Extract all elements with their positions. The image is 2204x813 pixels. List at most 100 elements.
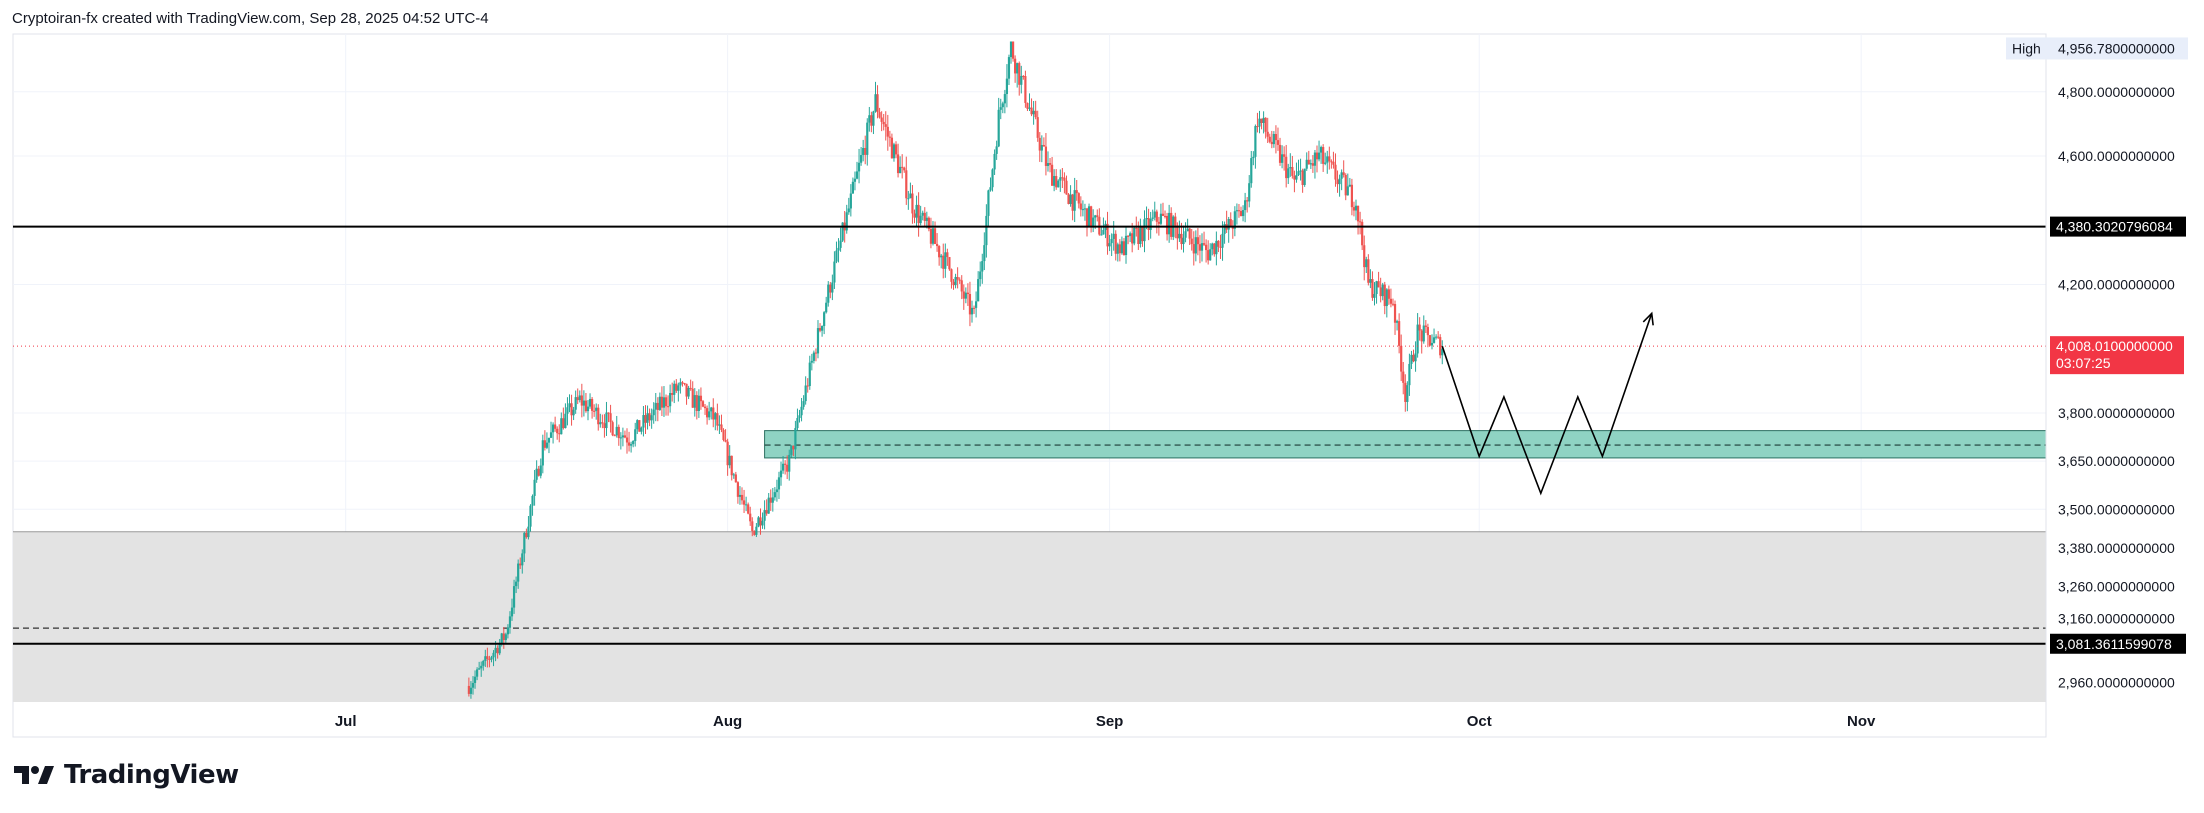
candle-body xyxy=(1122,241,1126,256)
candle-body xyxy=(837,247,840,251)
candle-body xyxy=(874,94,877,112)
candle-body xyxy=(703,406,707,409)
candle-body xyxy=(1426,327,1429,336)
candle-body xyxy=(492,652,495,658)
candle-body xyxy=(925,217,928,221)
candle-body xyxy=(745,504,748,506)
candle-body xyxy=(566,407,569,414)
candle-body xyxy=(1157,221,1160,224)
candle-body xyxy=(467,685,470,694)
candle-body xyxy=(1283,154,1286,157)
time-axis[interactable]: Jul Aug Sep Oct Nov xyxy=(335,713,1876,730)
candle-body xyxy=(718,424,721,426)
candle-body xyxy=(1094,215,1097,218)
candle-body xyxy=(691,388,694,408)
candle-body xyxy=(1387,289,1390,299)
candle-body xyxy=(1336,179,1339,185)
candle-body xyxy=(1005,78,1009,95)
candle-body xyxy=(1003,94,1006,104)
candle-body xyxy=(570,403,573,416)
candle-body xyxy=(956,276,959,280)
candle-body xyxy=(991,169,994,188)
candle-body xyxy=(1073,190,1076,211)
candle-body xyxy=(1116,244,1119,254)
candle-body xyxy=(804,385,807,402)
candle-body xyxy=(619,437,622,439)
candle-body xyxy=(1048,163,1052,165)
candle-body xyxy=(751,521,754,531)
horizontal-line-label: 3,081.3611599078 xyxy=(2056,636,2172,652)
candle-body xyxy=(1009,41,1013,58)
candle-body xyxy=(617,426,620,439)
countdown-label: 03:07:25 xyxy=(2056,355,2111,371)
candle-body xyxy=(866,122,869,155)
candle-body xyxy=(999,107,1002,110)
candle-body xyxy=(701,401,705,407)
candle-body xyxy=(896,154,900,174)
candle-body xyxy=(517,563,520,582)
candle-body xyxy=(1207,250,1210,261)
candle-body xyxy=(1379,287,1382,297)
horizontal-line-label-bg xyxy=(2050,216,2186,237)
candle-body xyxy=(527,526,530,538)
candle-body xyxy=(714,413,717,420)
candle-body xyxy=(607,412,610,414)
candle-body xyxy=(872,111,875,126)
candle-body xyxy=(1373,294,1376,298)
candle-body xyxy=(543,440,546,448)
price-tick-label: 2,960.0000000000 xyxy=(2058,675,2175,691)
candle-body xyxy=(968,294,972,315)
candle-body xyxy=(1437,336,1440,338)
candle-body xyxy=(917,204,920,224)
candle-body xyxy=(794,428,797,450)
candle-body xyxy=(1131,233,1134,244)
candle-body xyxy=(734,474,737,483)
candle-body xyxy=(662,397,666,408)
candle-body xyxy=(679,382,682,386)
candle-body xyxy=(1163,215,1167,217)
horizontal-lines[interactable]: 4,380.3020796084 3,081.3611599078 4,008.01… xyxy=(13,216,2186,654)
candle-body xyxy=(685,383,688,397)
candle-body xyxy=(1231,226,1234,229)
candle-body xyxy=(1428,335,1432,346)
candle-body xyxy=(478,668,481,670)
candle-body xyxy=(857,162,861,172)
candle-body xyxy=(1001,103,1004,108)
candle-body xyxy=(1307,159,1310,165)
candle-body xyxy=(656,402,659,410)
candle-body xyxy=(671,393,674,395)
candle-body xyxy=(786,464,789,472)
candle-body xyxy=(1223,224,1226,234)
candle-body xyxy=(1046,163,1050,166)
candle-body xyxy=(1205,244,1208,251)
candle-body xyxy=(1143,219,1146,242)
candle-body xyxy=(761,520,764,526)
candle-body xyxy=(1375,281,1378,295)
candle-body xyxy=(792,445,795,450)
candle-body xyxy=(512,586,516,608)
tv-logo-icon xyxy=(14,766,54,784)
projection-path[interactable] xyxy=(1441,311,1654,496)
candle-body xyxy=(506,627,510,635)
candle-body xyxy=(1135,227,1138,229)
candle-body xyxy=(1016,63,1019,74)
candle-body xyxy=(1176,225,1179,239)
candle-body xyxy=(720,424,723,430)
candle-body xyxy=(1250,158,1253,184)
candle-body xyxy=(539,465,542,476)
candle-body xyxy=(488,658,491,660)
candle-body xyxy=(486,656,489,659)
candle-body xyxy=(533,479,536,496)
candle-body xyxy=(627,442,631,446)
candle-body xyxy=(1233,211,1236,229)
high-label-bg xyxy=(2006,37,2188,60)
candle-body xyxy=(923,212,926,221)
candle-body xyxy=(747,504,750,514)
candle-body xyxy=(521,553,524,566)
candle-body xyxy=(582,400,585,406)
candle-body xyxy=(574,397,577,410)
high-value: 4,956.7800000000 xyxy=(2058,40,2175,56)
price-axis[interactable]: 4,800.0000000000 4,600.0000000000 4,200.00… xyxy=(2006,34,2188,737)
candle-body xyxy=(738,494,742,497)
